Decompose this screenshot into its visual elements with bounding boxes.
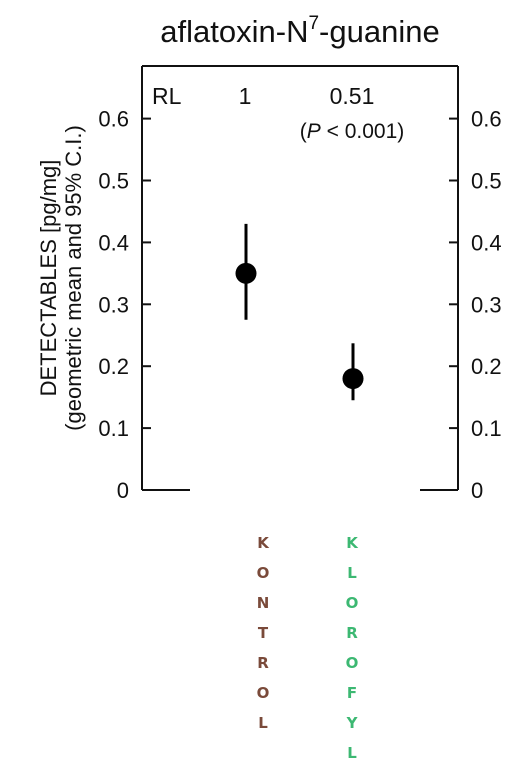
y-tick-label-left: 0.5 [98, 169, 129, 194]
rl-value-klorofyl: 0.51 [330, 83, 375, 109]
category-letter: L [347, 564, 357, 582]
y-tick-label-left: 0.2 [98, 354, 129, 379]
y-tick-label-right: 0.5 [471, 169, 502, 194]
category-letter: R [257, 654, 269, 672]
category-letter: K [257, 534, 269, 552]
chart-title: aflatoxin-N7-guanine [160, 13, 439, 49]
y-tick-label-right: 0.6 [471, 107, 502, 132]
category-letter: N [256, 594, 270, 612]
category-letter: K [346, 534, 358, 552]
y-tick-label-right: 0.1 [471, 416, 502, 441]
chart-title-suffix: -guanine [319, 14, 440, 49]
p-value-symbol: P [307, 120, 321, 143]
p-value-suffix: < 0.001) [321, 120, 404, 143]
y-tick-label-left: 0.6 [98, 107, 129, 132]
y-tick-label-right: 0.2 [471, 354, 502, 379]
y-tick-label-right: 0 [471, 478, 483, 503]
y-tick-label-left: 0.4 [98, 230, 129, 255]
data-point-klorofyl [342, 368, 364, 390]
y-ticks: 0 0 0.1 0.1 0.2 0.2 0.3 0.3 0.4 0.4 0.5 0.5 0.6 0.6 [98, 107, 501, 503]
y-axis-label-secondary: (geometric mean and 95% C.I.) [61, 125, 86, 431]
y-axis-label: DETECTABLES [pg/mg] [36, 160, 61, 397]
category-letter: O [345, 654, 359, 672]
y-tick-label-left: 0.1 [98, 416, 129, 441]
y-tick-label-left: 0 [117, 478, 129, 503]
category-letter: R [346, 624, 358, 642]
rl-label: RL [152, 83, 182, 109]
p-value-prefix: ( [300, 120, 307, 143]
chart-title-prefix: aflatoxin-N [160, 14, 308, 49]
p-value-annotation: (P < 0.001) [300, 120, 405, 143]
data-point-kontrol [235, 262, 257, 284]
category-letter: O [256, 564, 270, 582]
y-tick-label-left: 0.3 [98, 292, 129, 317]
category-letter: O [256, 684, 270, 702]
rl-value-kontrol: 1 [239, 83, 252, 109]
category-letter: O [345, 594, 359, 612]
y-tick-label-right: 0.3 [471, 292, 502, 317]
category-letter: L [258, 714, 268, 732]
category-letter: F [346, 684, 358, 702]
category-letter: Y [346, 714, 358, 732]
data-marks [235, 223, 364, 401]
y-tick-label-right: 0.4 [471, 230, 502, 255]
category-letter: L [347, 744, 357, 762]
category-letter: T [257, 624, 269, 642]
chart-title-superscript: 7 [308, 13, 319, 34]
